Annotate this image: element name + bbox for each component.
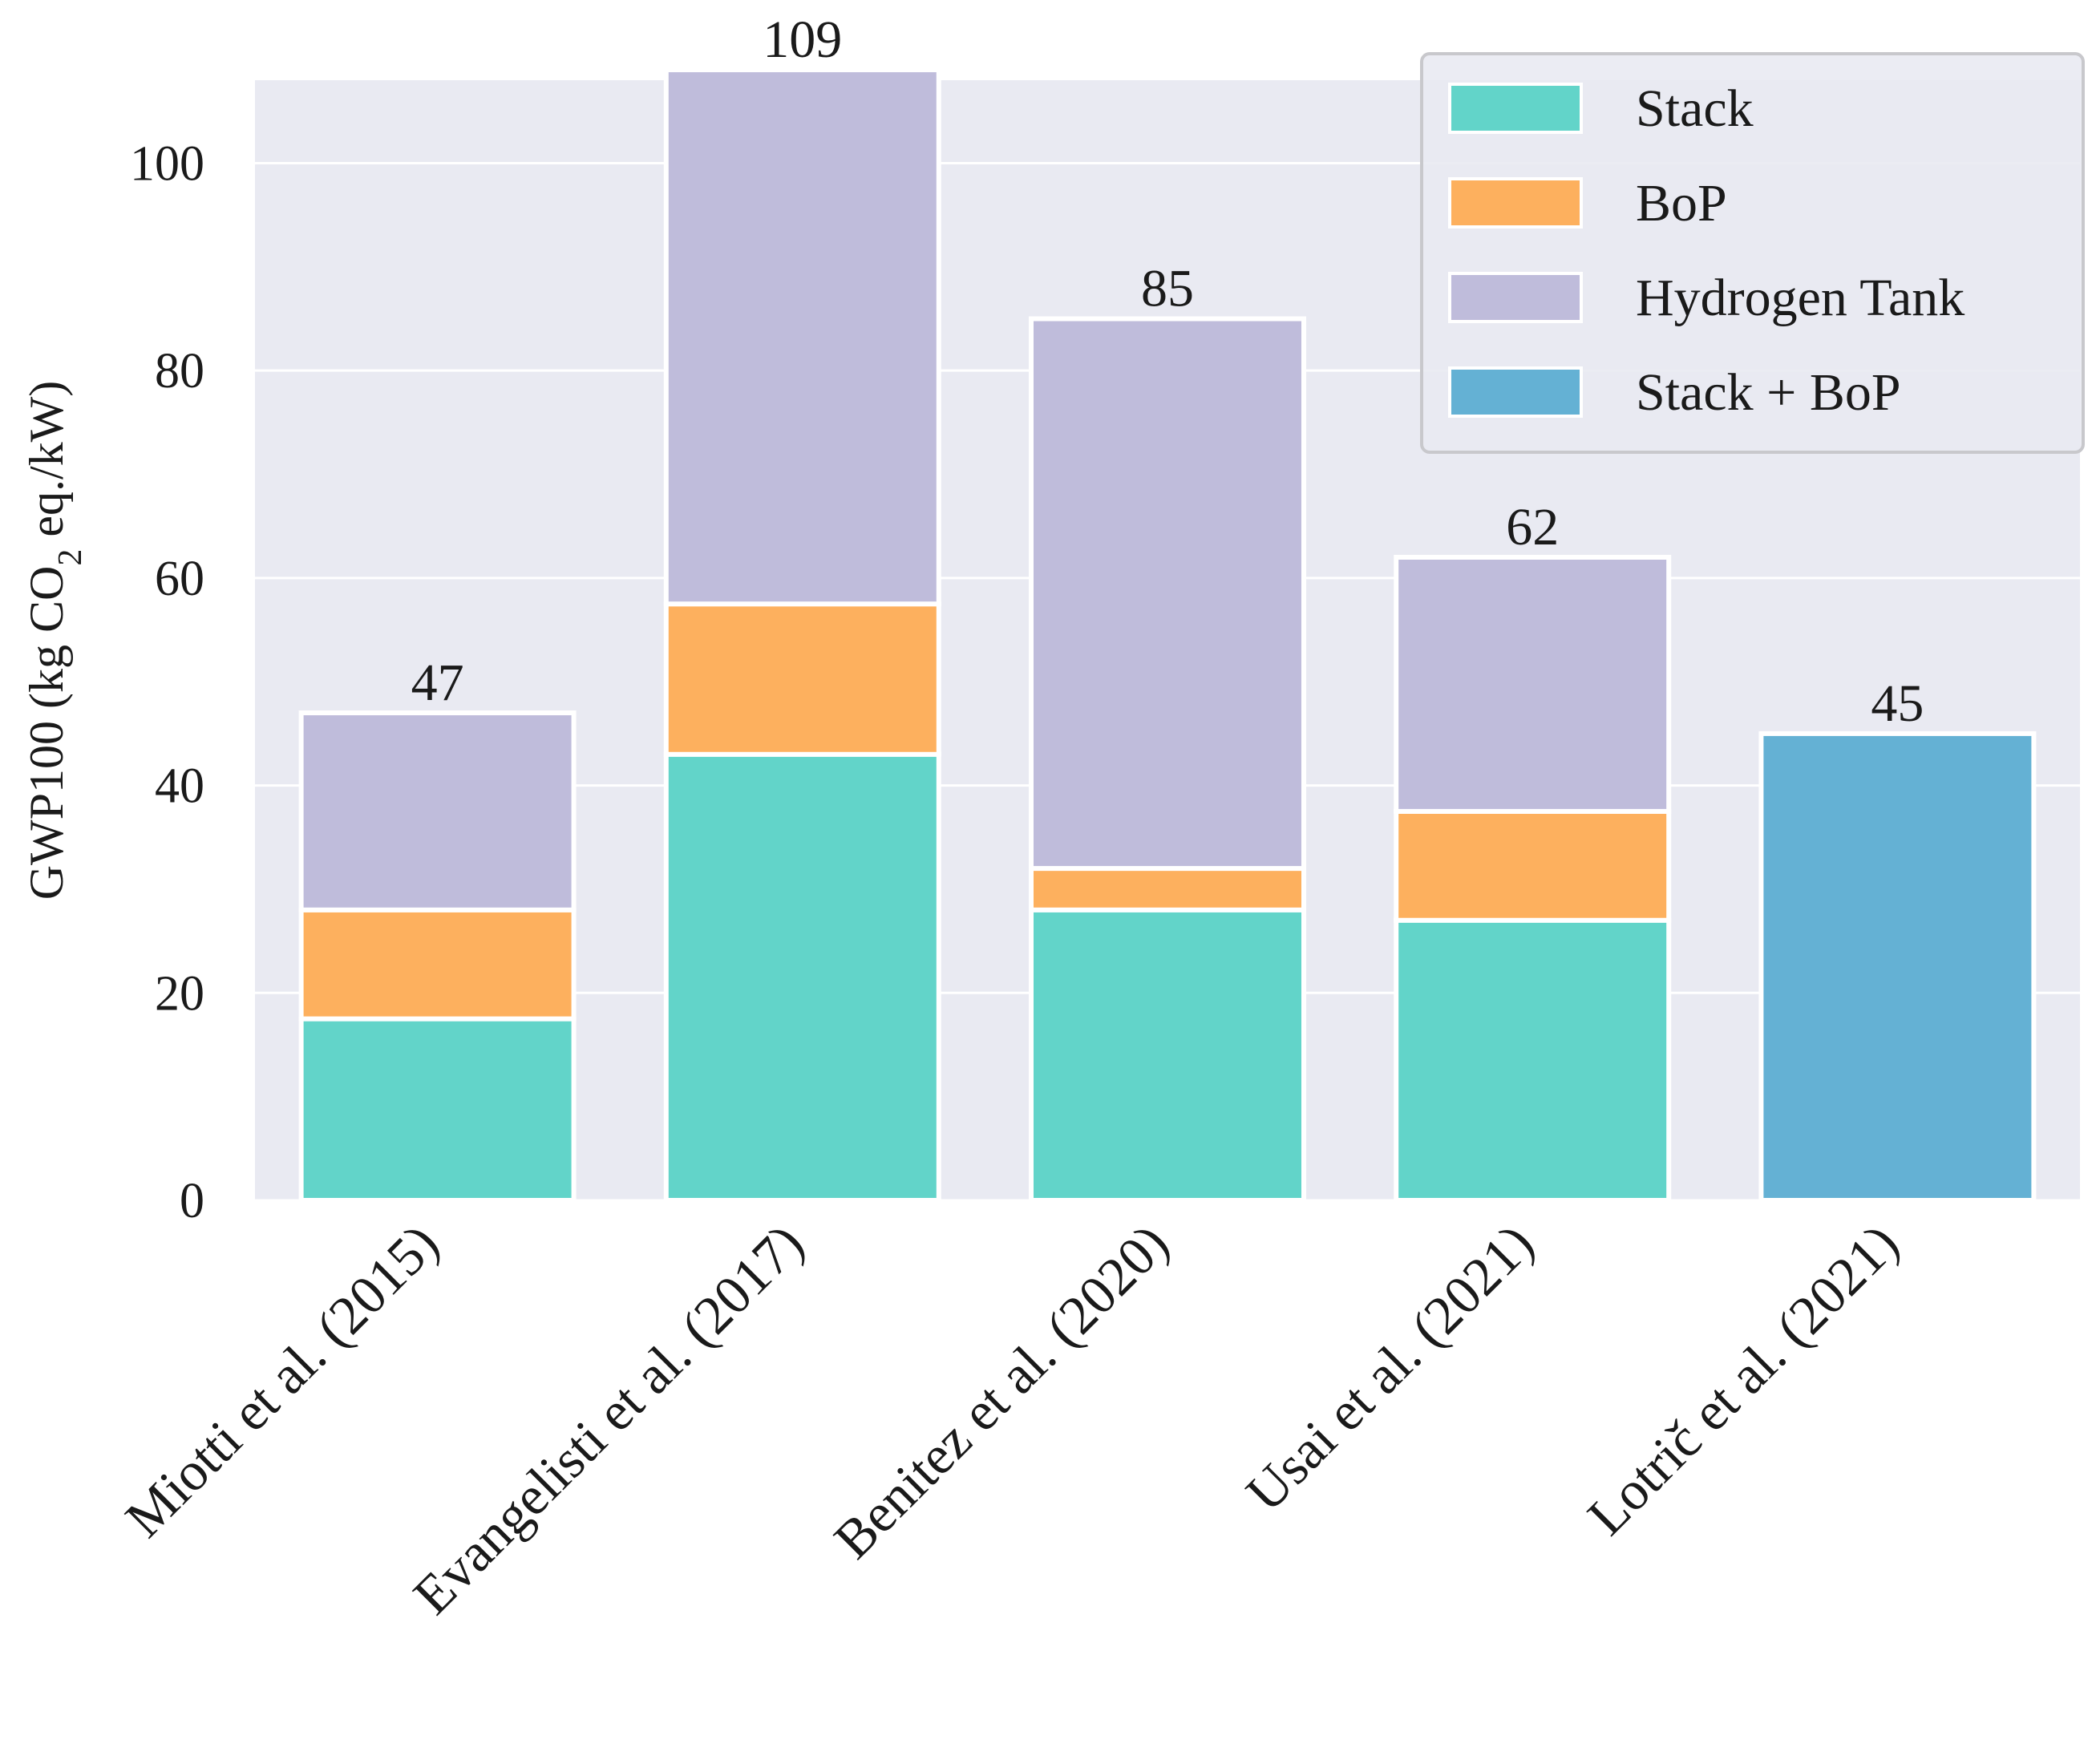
bar-segment (1029, 907, 1306, 1203)
y-ticks: 0 20 40 60 80 100 (130, 136, 204, 1228)
x-tick-label: Lotrič et al. (2021) (1576, 1212, 1910, 1547)
legend-swatch (1448, 272, 1583, 323)
bar-segment (1029, 866, 1306, 912)
y-tick-label: 60 (155, 552, 204, 606)
bar-segment (298, 710, 577, 912)
y-tick-label: 100 (130, 136, 204, 191)
legend-label: Stack (1636, 79, 1754, 138)
legend: Stack BoP Hydrogen Tank Stack + BoP (1420, 52, 2085, 454)
bar-segment (298, 907, 577, 1022)
bar-segment (1394, 808, 1672, 923)
x-ticks: Miotti et al. (2015)Evangelisti et al. (… (114, 1212, 1910, 1626)
bar-segment (663, 751, 941, 1203)
bar-total-label: 45 (1871, 674, 1924, 733)
x-tick-label: Miotti et al. (2015) (114, 1212, 451, 1549)
bar-total-label: 62 (1506, 498, 1559, 556)
bar-segment (298, 1016, 577, 1204)
legend-swatch (1448, 83, 1583, 134)
bar-segment (663, 67, 941, 607)
bar-segment (1394, 917, 1672, 1203)
x-tick-label: Benitez et al. (2020) (822, 1212, 1179, 1570)
bar-segment (663, 601, 941, 757)
legend-label: Stack + BoP (1636, 363, 1901, 422)
bar-segment (1758, 730, 2037, 1203)
legend-label: BoP (1636, 174, 1727, 233)
y-axis-title-subscript: 2 (52, 549, 89, 566)
y-tick-label: 0 (180, 1174, 204, 1228)
legend-box (1420, 52, 2085, 454)
legend-label: Hydrogen Tank (1636, 269, 1964, 327)
legend-swatch (1448, 177, 1583, 229)
y-tick-label: 80 (155, 344, 204, 399)
bar-total-label: 85 (1141, 260, 1194, 318)
bar-total-label: 109 (763, 10, 842, 69)
bar-total-label: 47 (411, 653, 464, 712)
y-tick-label: 20 (155, 966, 204, 1021)
legend-swatch (1448, 366, 1583, 418)
x-tick-label: Evangelisti et al. (2017) (402, 1212, 815, 1626)
x-tick-label: Usai et al. (2021) (1234, 1212, 1545, 1523)
y-axis-title-end: eq./kW) (20, 381, 73, 549)
bar-totals: 47 109 85 62 45 (411, 10, 1924, 733)
y-tick-label: 40 (155, 759, 204, 814)
bars (298, 67, 2037, 1204)
y-axis-title-main: GWP100 (kg CO (20, 566, 73, 900)
bar-segment (1029, 316, 1306, 872)
y-axis-title: GWP100 (kg CO2 eq./kW) (20, 381, 89, 900)
bar-segment (1394, 555, 1672, 814)
